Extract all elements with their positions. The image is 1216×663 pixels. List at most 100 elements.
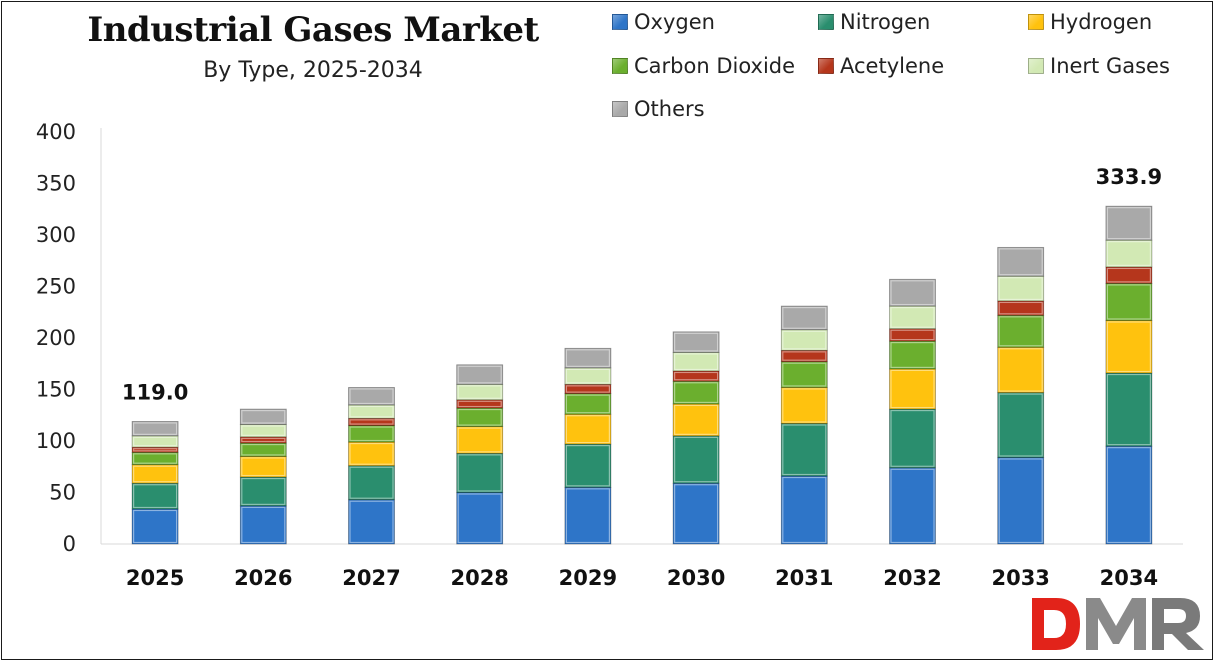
legend-swatch [612,58,628,74]
bar-carbon-dioxide-2027 [348,425,395,443]
y-tick-label: 150 [36,378,76,402]
bar-oxygen-2029-highlight [565,488,611,544]
x-tick-label: 2034 [1100,566,1158,590]
bar-nitrogen-2026-highlight [241,477,286,505]
bar-hydrogen-2026 [239,456,287,478]
legend-label: Carbon Dioxide [634,54,796,78]
bar-oxygen-2028-highlight [457,493,502,544]
legend-item-acetylene: Acetylene [818,54,944,78]
bar-others-2034 [1105,205,1153,241]
bar-others-2032 [889,278,936,307]
y-tick-label: 350 [36,172,76,196]
bar-others-2033 [997,246,1045,277]
bar-hydrogen-2032 [889,368,936,410]
bar-others-2034-highlight [1106,207,1152,240]
data-label-2034: 333.9 [1096,165,1162,189]
y-tick-label: 200 [36,326,76,350]
bar-inert-gases-2033 [997,275,1045,302]
bar-oxygen-2027-highlight [349,500,394,544]
bar-oxygen-2029 [564,486,612,545]
legend-label: Oxygen [634,10,715,34]
bar-inert-gases-2029-highlight [565,368,611,384]
legend-item-hydrogen: Hydrogen [1028,10,1152,34]
x-tick-label: 2029 [559,566,617,590]
bar-hydrogen-2030 [672,403,720,437]
bar-carbon-dioxide-2025-highlight [133,453,178,464]
bar-others-2030-highlight [673,332,719,352]
bar-acetylene-2031-highlight [782,351,827,361]
bar-carbon-dioxide-2031-highlight [782,362,827,387]
bar-nitrogen-2033-highlight [998,393,1043,457]
bar-inert-gases-2034 [1105,239,1153,268]
x-tick-label: 2027 [342,566,400,590]
bar-hydrogen-2028 [456,426,504,454]
bar-hydrogen-2034-highlight [1106,321,1152,373]
bar-hydrogen-2027-highlight [349,442,394,465]
bar-oxygen-2033 [997,457,1045,545]
bar-acetylene-2027-highlight [349,419,394,425]
y-tick-label: 400 [36,120,76,144]
bar-acetylene-2033-highlight [998,301,1043,315]
bar-carbon-dioxide-2031 [780,361,828,388]
bar-inert-gases-2031 [780,329,828,351]
bar-nitrogen-2031 [780,423,828,477]
bar-hydrogen-2032-highlight [890,369,935,409]
bar-oxygen-2034 [1105,445,1153,545]
bar-others-2028-highlight [457,365,502,384]
x-tick-label: 2025 [126,566,184,590]
bar-inert-gases-2030-highlight [673,353,719,371]
legend-item-carbon-dioxide: Carbon Dioxide [612,54,795,78]
bar-acetylene-2028-highlight [457,400,502,408]
bar-acetylene-2026 [239,436,287,444]
bar-carbon-dioxide-2027-highlight [349,426,394,442]
bar-others-2025-highlight [133,422,178,435]
legend-swatch [818,14,834,30]
bar-oxygen-2033-highlight [998,458,1043,544]
bar-nitrogen-2030 [672,435,720,484]
bar-carbon-dioxide-2028-highlight [457,408,502,426]
bar-hydrogen-2029 [564,413,612,445]
bar-nitrogen-2028-highlight [457,454,502,492]
bar-acetylene-2025 [131,446,179,453]
bar-others-2031 [780,305,828,331]
bar-carbon-dioxide-2032-highlight [890,341,935,368]
bar-nitrogen-2030-highlight [673,436,719,483]
bar-acetylene-2032-highlight [890,329,935,341]
bar-carbon-dioxide-2029-highlight [565,394,611,414]
bar-inert-gases-2034-highlight [1106,241,1152,267]
bar-carbon-dioxide-2028 [456,407,504,427]
bar-nitrogen-2027-highlight [349,466,394,499]
bar-carbon-dioxide-2026-highlight [241,443,286,456]
bar-others-2025 [131,421,179,437]
y-tick-label: 50 [49,481,76,505]
x-tick-label: 2031 [775,566,833,590]
bar-oxygen-2026 [239,505,287,545]
legend-item-oxygen: Oxygen [612,10,715,34]
bar-hydrogen-2025-highlight [133,465,178,483]
chart-subtitle: By Type, 2025-2034 [203,58,423,83]
x-tick-label: 2032 [883,566,941,590]
legend-item-nitrogen: Nitrogen [818,10,930,34]
x-tick-label: 2028 [450,566,508,590]
bar-others-2028 [456,364,504,385]
bar-others-2027-highlight [349,388,394,405]
bar-others-2027 [348,387,395,406]
chart-legend: Oxygen Nitrogen Hydrogen Carbon Dioxide Acet… [612,10,1212,130]
legend-swatch [612,14,628,30]
bar-others-2026 [239,408,287,425]
bar-nitrogen-2031-highlight [782,424,827,476]
legend-label: Inert Gases [1050,54,1170,78]
bar-nitrogen-2025-highlight [133,484,178,509]
bar-nitrogen-2034 [1105,372,1153,447]
bar-oxygen-2030 [672,482,720,545]
legend-label: Acetylene [840,54,945,78]
bar-nitrogen-2032 [889,408,936,469]
bar-oxygen-2030-highlight [673,484,719,544]
y-tick-label: 250 [36,275,76,299]
bar-carbon-dioxide-2030 [672,380,720,405]
bar-nitrogen-2029-highlight [565,444,611,487]
bar-inert-gases-2032-highlight [890,306,935,328]
bar-oxygen-2026-highlight [241,506,286,544]
bar-hydrogen-2027 [348,441,395,467]
